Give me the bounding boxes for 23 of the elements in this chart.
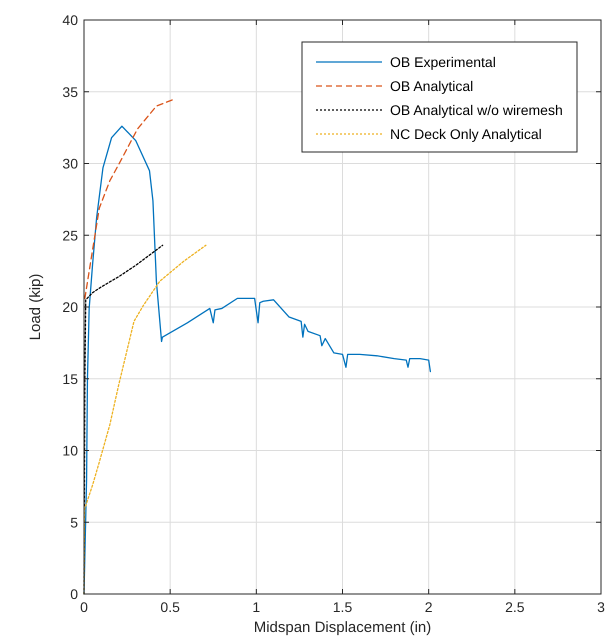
x-axis-title: Midspan Displacement (in) [254, 619, 432, 636]
x-tick-label: 2.5 [505, 599, 525, 615]
legend-label: OB Analytical [390, 78, 474, 94]
x-tick-label: 0.5 [160, 599, 180, 615]
x-tick-label: 1.5 [332, 599, 352, 615]
line-series [84, 98, 176, 300]
y-tick-label: 15 [62, 370, 78, 387]
x-tick-label: 2 [424, 599, 433, 615]
legend-label: OB Analytical w/o wiremesh [390, 102, 563, 118]
y-tick-label: 20 [62, 299, 78, 315]
y-tick-label: 0 [70, 586, 78, 602]
y-tick-label: 25 [62, 227, 78, 244]
y-tick-label: 5 [70, 514, 78, 530]
y-tick-label: 40 [62, 12, 78, 28]
x-tick-label: 1 [252, 599, 260, 615]
y-axis-title: Load (kip) [27, 274, 44, 340]
legend-label: OB Experimental [390, 54, 496, 70]
y-tick-label: 35 [62, 84, 78, 100]
legend-label: NC Deck Only Analytical [390, 126, 542, 142]
y-tick-label: 30 [62, 156, 78, 172]
y-tick-label: 10 [62, 442, 78, 458]
x-tick-label: 0 [80, 599, 88, 615]
x-tick-label: 3 [597, 599, 606, 615]
